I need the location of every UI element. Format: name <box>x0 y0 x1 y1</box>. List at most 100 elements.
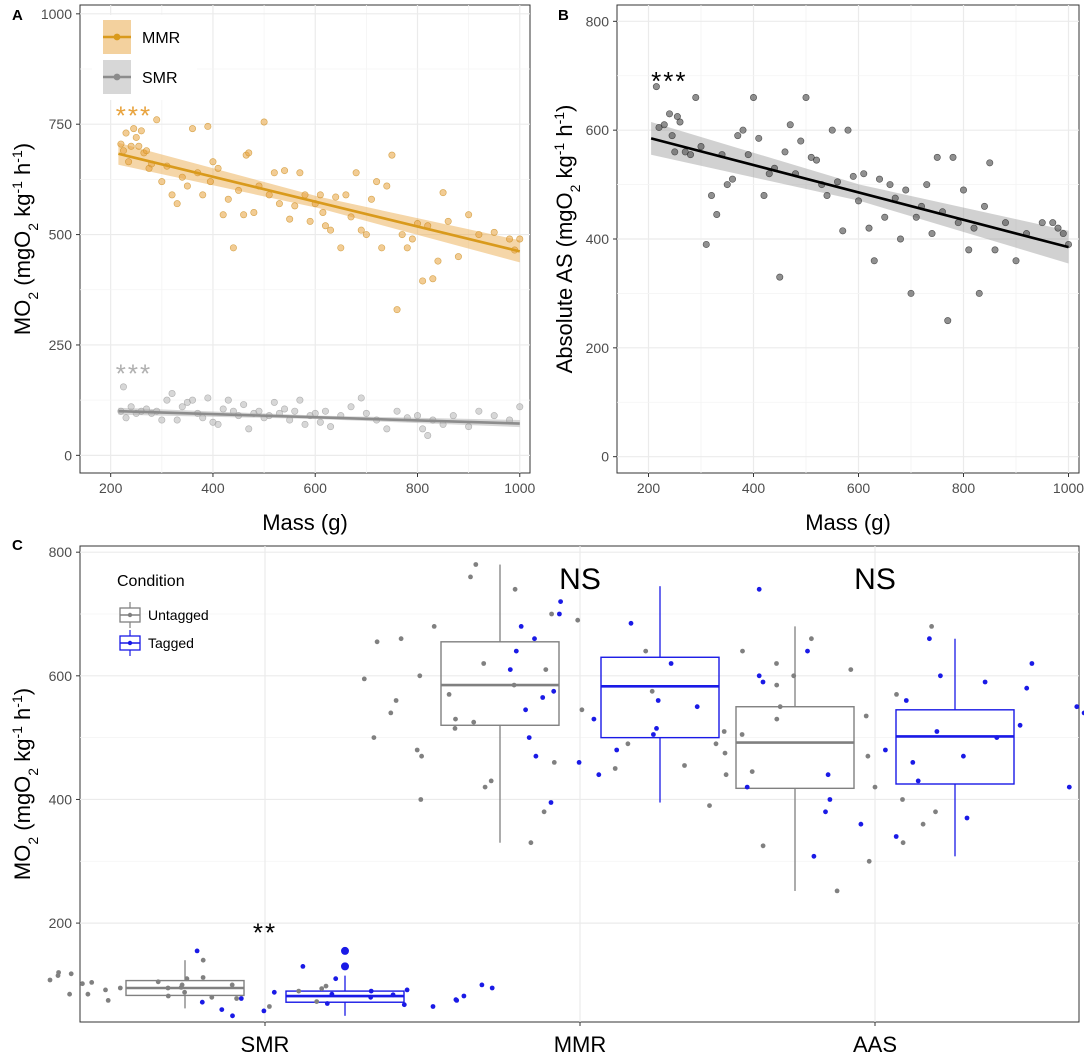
untagged-point <box>707 803 712 808</box>
tagged-point <box>513 648 519 654</box>
mmr-point <box>209 158 217 166</box>
absolute-as-point <box>660 121 668 129</box>
tagged-point <box>827 797 833 802</box>
tagged-point <box>324 1001 330 1006</box>
mmr-point <box>219 211 227 219</box>
untagged-point <box>740 648 745 654</box>
absolute-as-point <box>749 94 757 102</box>
panel-c-ticks: 200 400 600 800 SMR MMR AAS <box>49 544 897 1057</box>
absolute-as-point <box>781 148 789 156</box>
untagged-point <box>929 624 934 629</box>
mmr-point <box>342 191 350 199</box>
tagged-point <box>219 1007 225 1012</box>
mmr-point <box>235 186 243 194</box>
smr-point <box>490 412 498 420</box>
mmr-point <box>286 215 294 223</box>
smr-point <box>245 425 253 433</box>
untagged-point <box>453 716 458 722</box>
mmr-point <box>367 195 375 203</box>
tagged-point <box>194 948 200 954</box>
absolute-as-point <box>986 159 994 167</box>
smr-legend-point <box>113 73 121 81</box>
absolute-as-point <box>912 213 920 221</box>
mmr-point <box>434 257 442 265</box>
smr-point <box>449 412 457 420</box>
absolute-as-point <box>728 175 736 183</box>
mmr-point <box>214 164 222 172</box>
untagged-point <box>165 985 171 991</box>
panel-b: B 200 400 600 800 1000 0 200 400 600 800 *** Mass… <box>551 4 1084 535</box>
untagged-point <box>575 617 581 623</box>
smr-point <box>301 420 309 428</box>
absolute-as-point <box>991 246 999 254</box>
mmr-point <box>378 244 386 252</box>
untagged-point <box>414 747 420 753</box>
smr-point <box>214 420 222 428</box>
smr-point <box>357 394 365 402</box>
tagged-legend-label: Tagged <box>148 635 194 651</box>
tagged-point <box>548 800 554 805</box>
panel-b-fit-line <box>650 137 1069 249</box>
untagged-point <box>713 741 719 747</box>
mmr-point <box>444 217 452 225</box>
mmr-point <box>281 167 289 175</box>
x-tick-label: 800 <box>952 480 976 496</box>
untagged-point <box>398 636 404 642</box>
smr-point <box>178 403 186 411</box>
untagged-point <box>417 673 423 679</box>
tagged-box <box>895 709 1015 785</box>
tagged-point <box>628 620 634 626</box>
tagged-point <box>368 994 374 1000</box>
tagged-point <box>744 784 750 790</box>
absolute-as-point <box>713 211 721 219</box>
untagged-point <box>473 562 479 567</box>
smr-point <box>347 403 355 411</box>
untagged-point <box>894 692 899 697</box>
untagged-point <box>777 704 783 710</box>
panel-b-ylabel: Absolute AS (mgO2 kg-1 h-1) <box>551 105 583 374</box>
y-tick-label: 200 <box>586 340 610 356</box>
smr-point <box>168 390 176 398</box>
tagged-point <box>668 661 674 666</box>
untagged-point <box>549 611 554 617</box>
mmr-point <box>506 235 514 243</box>
tagged-point <box>893 834 899 839</box>
smr-point <box>465 423 473 431</box>
panel-c: C 200 400 600 800 SMR MMR AAS ** NS NS Condition… <box>9 537 1084 1057</box>
smr-point <box>119 383 127 391</box>
tagged-point <box>964 815 970 821</box>
significance-label: *** <box>651 66 687 96</box>
untagged-point <box>682 763 687 768</box>
tagged-point <box>805 648 810 654</box>
panel-c-ylabel: MO2 (mgO2 kg-1 h-1) <box>9 688 41 880</box>
untagged-point <box>863 713 869 719</box>
absolute-as-point <box>839 227 847 235</box>
y-tick-label: 800 <box>586 13 610 29</box>
absolute-as-point <box>797 137 805 145</box>
tagged-point <box>883 747 888 753</box>
tagged-point <box>453 997 459 1003</box>
mmr-point <box>306 217 314 225</box>
untagged-point <box>229 982 235 988</box>
mmr-point <box>168 191 176 199</box>
untagged-point <box>721 729 727 734</box>
smr-point <box>158 416 166 424</box>
x-tick-label: 200 <box>99 480 123 496</box>
untagged-point <box>80 981 85 987</box>
mmr-point <box>183 182 191 190</box>
smr-point <box>311 409 319 417</box>
absolute-as-point <box>949 153 957 161</box>
untagged-point <box>760 843 766 849</box>
mmr-point <box>419 277 427 285</box>
untagged-point <box>933 809 938 815</box>
absolute-as-point <box>760 191 768 199</box>
absolute-as-point <box>875 175 883 183</box>
absolute-as-point <box>1054 224 1062 232</box>
absolute-as-point <box>676 118 684 126</box>
mmr-point <box>153 116 161 124</box>
smr-point <box>255 407 263 415</box>
tagged-point <box>540 695 546 700</box>
untagged-point <box>511 682 517 688</box>
panel-c-letter: C <box>12 537 23 554</box>
absolute-as-point <box>1059 230 1067 238</box>
